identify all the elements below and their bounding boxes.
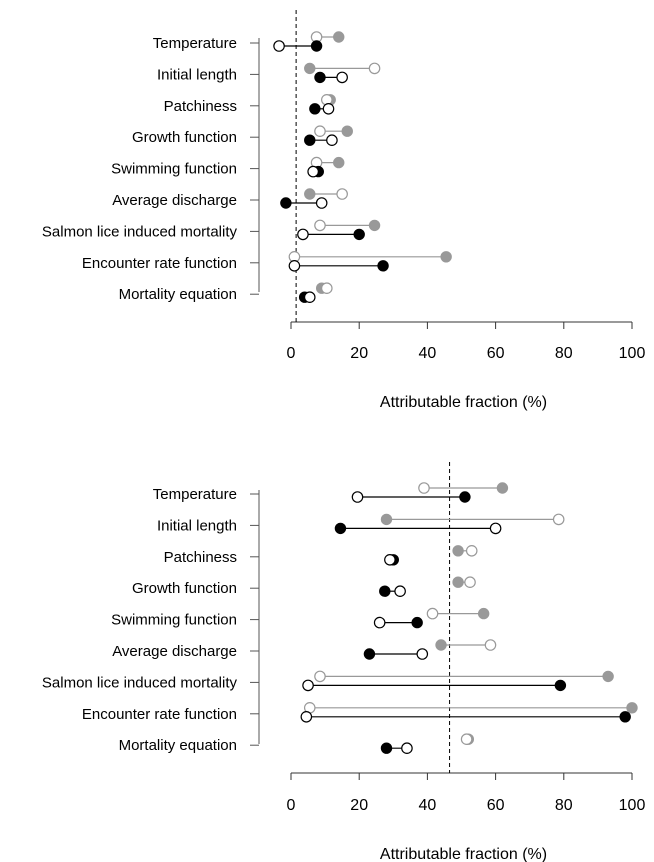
gray-filled-point	[304, 188, 316, 200]
top-panel: Temperature Initial length Patchiness Growt…	[42, 10, 646, 411]
category-label: Patchiness	[164, 549, 237, 566]
gray-filled-point	[368, 219, 381, 232]
black-filled-point	[377, 260, 389, 272]
black-open-point	[489, 522, 502, 535]
x-tick-label: 40	[419, 345, 437, 362]
gray-open-point	[418, 482, 430, 494]
black-open-point	[288, 259, 301, 272]
black-open-point	[416, 648, 429, 660]
x-axis-label: Attributable fraction (%)	[380, 846, 547, 862]
gray-filled-point	[304, 62, 316, 75]
gray-filled-point	[435, 639, 447, 651]
black-filled-point	[363, 648, 376, 660]
category-label: Swimming function	[111, 612, 237, 629]
gray-open-point	[336, 188, 348, 200]
gray-filled-point	[440, 251, 452, 263]
x-tick-label: 0	[287, 797, 296, 814]
black-filled-point	[554, 679, 567, 692]
black-filled-point	[314, 71, 326, 84]
black-filled-point	[353, 228, 365, 241]
gray-filled-point	[380, 513, 393, 526]
category-label: Salmon lice induced mortality	[42, 674, 238, 691]
black-open-point	[394, 585, 406, 597]
gray-open-point	[552, 513, 565, 526]
black-open-point	[322, 103, 335, 115]
black-open-point	[326, 134, 338, 146]
gray-filled-point	[496, 482, 509, 494]
category-label: Mortality equation	[119, 286, 237, 303]
gray-filled-point	[341, 125, 353, 137]
x-tick-label: 0	[287, 345, 296, 362]
x-tick-label: 80	[555, 345, 573, 362]
category-label: Initial length	[157, 66, 237, 83]
black-open-point	[303, 291, 316, 303]
gray-filled-point	[452, 576, 464, 588]
gray-open-point	[426, 607, 439, 620]
gray-open-point	[460, 733, 473, 745]
black-open-point	[297, 228, 309, 241]
category-label: Growth function	[132, 580, 237, 597]
x-tick-label: 100	[619, 345, 646, 362]
category-label: Temperature	[153, 35, 237, 52]
category-label: Temperature	[153, 486, 237, 503]
black-filled-point	[380, 742, 393, 754]
category-label: Encounter rate function	[82, 255, 237, 272]
x-tick-label: 80	[555, 797, 573, 814]
gray-filled-point	[333, 31, 345, 43]
x-axis-label: Attributable fraction (%)	[380, 394, 547, 411]
x-tick-label: 20	[350, 345, 368, 362]
black-filled-point	[309, 103, 321, 115]
x-tick-label: 40	[419, 797, 437, 814]
black-filled-point	[619, 711, 631, 723]
gray-open-point	[321, 282, 333, 294]
black-filled-point	[280, 197, 292, 209]
gray-open-point	[465, 544, 478, 557]
category-label: Growth function	[132, 129, 237, 146]
gray-filled-point	[452, 545, 464, 557]
category-label: Swimming function	[111, 161, 237, 178]
x-tick-label: 20	[350, 797, 368, 814]
gray-open-point	[484, 639, 497, 651]
x-tick-label: 60	[487, 797, 505, 814]
x-tick-label: 100	[619, 797, 646, 814]
black-filled-point	[459, 491, 471, 503]
category-label: Encounter rate function	[82, 706, 237, 723]
gray-open-point	[368, 62, 381, 75]
gray-filled-point	[477, 607, 490, 620]
black-open-point	[401, 742, 413, 754]
category-label: Salmon lice induced mortality	[42, 223, 238, 240]
category-label: Initial length	[157, 517, 237, 534]
black-filled-point	[310, 40, 323, 52]
black-open-point	[300, 710, 313, 723]
black-open-point	[302, 679, 314, 692]
gray-open-point	[314, 670, 326, 683]
black-open-point	[315, 197, 328, 209]
category-label: Patchiness	[164, 98, 237, 115]
black-filled-point	[379, 585, 391, 597]
gray-filled-point	[626, 702, 638, 714]
black-filled-point	[411, 616, 423, 629]
black-open-point	[384, 553, 396, 566]
black-open-point	[373, 616, 386, 629]
category-label: Average discharge	[112, 192, 237, 209]
black-open-point	[273, 40, 285, 52]
black-open-point	[351, 491, 364, 503]
category-label: Mortality equation	[119, 737, 237, 754]
gray-open-point	[314, 125, 326, 137]
bottom-panel: Temperature Initial length Patchiness Growt…	[42, 462, 646, 862]
black-filled-point	[334, 522, 347, 535]
black-open-point	[336, 71, 348, 84]
category-label: Average discharge	[112, 643, 237, 660]
black-open-point	[307, 165, 319, 178]
gray-filled-point	[333, 156, 345, 169]
gray-filled-point	[602, 670, 614, 683]
gray-open-point	[464, 576, 476, 588]
black-filled-point	[304, 134, 316, 146]
gray-open-point	[314, 219, 326, 232]
x-tick-label: 60	[487, 345, 505, 362]
